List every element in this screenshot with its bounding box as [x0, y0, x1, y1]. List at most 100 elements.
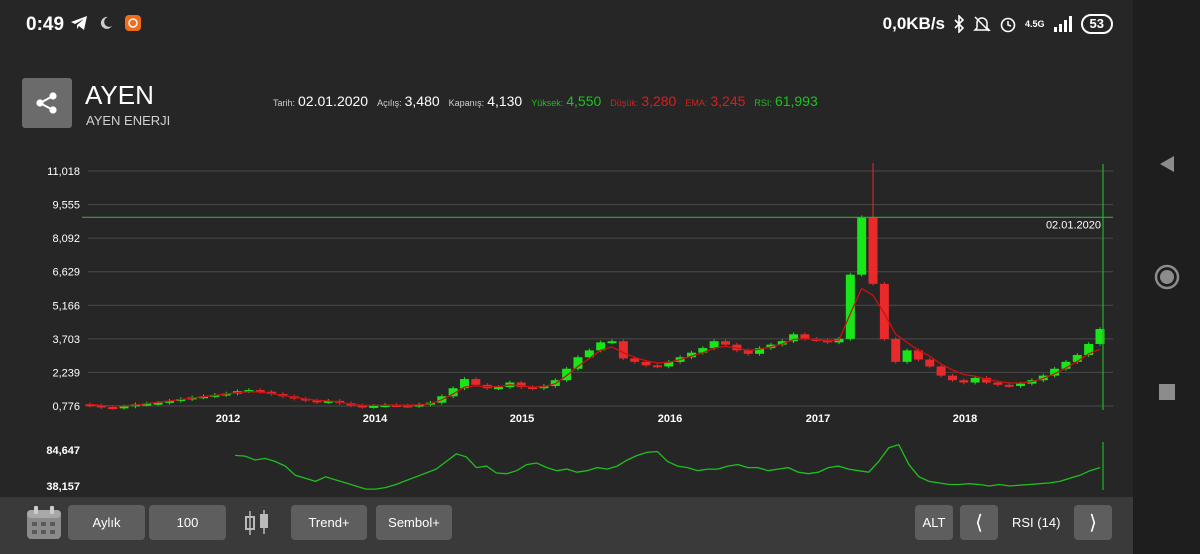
candle: [868, 217, 878, 284]
price-tick-label: 11,018: [47, 166, 80, 178]
back-button[interactable]: [1133, 150, 1200, 178]
candle: [925, 359, 935, 367]
count-button[interactable]: 100: [149, 505, 226, 540]
candle: [755, 348, 765, 354]
candle: [1061, 361, 1071, 369]
candle: [936, 366, 946, 376]
indicator-next-button[interactable]: ⟩: [1074, 505, 1112, 540]
x-axis-label: 2012: [216, 413, 240, 425]
recents-button[interactable]: [1133, 378, 1200, 406]
period-button[interactable]: Aylık: [68, 505, 145, 540]
share-button[interactable]: [22, 78, 72, 128]
symbol-add-button[interactable]: Sembol+: [376, 505, 452, 540]
candlestick-icon: [245, 509, 268, 535]
candle: [142, 403, 152, 406]
back-icon: [1159, 156, 1174, 172]
candle: [777, 341, 787, 345]
share-icon: [36, 92, 57, 114]
candle: [96, 405, 106, 408]
ema-label: EMA:: [685, 98, 708, 108]
bluetooth-icon: [954, 15, 965, 33]
candle: [947, 375, 957, 381]
price-tick-label: 3,703: [52, 334, 80, 346]
candle: [471, 379, 481, 385]
mute-icon: [973, 16, 991, 32]
candle: [845, 274, 855, 339]
candle: [380, 404, 390, 407]
candle: [993, 382, 1003, 385]
x-axis-label: 2015: [510, 413, 534, 425]
moon-icon: [100, 16, 112, 29]
recents-icon: [1158, 384, 1175, 400]
candle: [686, 352, 696, 358]
candle: [743, 350, 753, 354]
company-name: AYEN ENERJI: [86, 113, 171, 128]
high-label: Yüksek:: [531, 98, 564, 108]
alt-button[interactable]: ALT: [915, 505, 953, 540]
price-tick-label: 2,239: [52, 367, 80, 379]
telegram-icon: [71, 16, 87, 30]
close-value: 4,130: [487, 93, 523, 109]
ohlc-info-bar: Tarih: 02.01.2020 Açılış: 3,480 Kapanış: 4,…: [273, 93, 818, 111]
high-value: 4,550: [566, 93, 602, 109]
candle: [789, 334, 799, 342]
candle: [879, 283, 889, 339]
candle: [1004, 384, 1014, 387]
alarm-icon: [1000, 17, 1016, 33]
candle: [902, 350, 912, 362]
candle: [323, 400, 333, 403]
indicator-label: RSI (14): [1012, 515, 1061, 530]
symbol-title: AYEN: [85, 80, 154, 110]
candle: [970, 377, 980, 383]
open-value: 3,480: [404, 93, 440, 109]
price-tick-label: 0,776: [52, 401, 80, 413]
candle: [164, 400, 174, 403]
candle: [494, 387, 504, 390]
candle: [857, 217, 867, 275]
candle: [255, 390, 265, 393]
network-type: 4.5G: [1025, 19, 1045, 29]
date-label: Tarih:: [273, 98, 296, 108]
home-button[interactable]: [1133, 263, 1200, 291]
candle: [357, 405, 367, 408]
price-tick-label: 9,555: [52, 200, 80, 212]
x-axis-label: 2016: [658, 413, 682, 425]
candle: [607, 341, 617, 344]
candle: [641, 361, 651, 366]
candle: [959, 380, 969, 383]
trend-button[interactable]: Trend+: [291, 505, 367, 540]
signal-icon: [1053, 16, 1072, 32]
candle: [1084, 343, 1094, 355]
rsi-tick-label: 84,647: [46, 445, 80, 457]
home-icon: [1154, 264, 1179, 290]
indicator-prev-button[interactable]: ⟨: [960, 505, 998, 540]
x-axis-label: 2017: [806, 413, 830, 425]
crosshair-date-label: 02.01.2020: [1046, 219, 1101, 231]
x-axis-label: 2018: [953, 413, 977, 425]
chart-type-button[interactable]: [240, 505, 274, 540]
candle: [664, 361, 674, 367]
calendar-icon: [27, 505, 61, 539]
candle: [618, 341, 628, 359]
candle: [721, 341, 731, 345]
candle: [584, 350, 594, 358]
candle: [1016, 383, 1026, 386]
candle: [573, 357, 583, 369]
network-speed: 0,0KB/s: [882, 14, 946, 33]
candle: [448, 388, 458, 397]
calendar-button[interactable]: [24, 505, 64, 540]
ema-value: 3,245: [710, 93, 746, 109]
price-tick-label: 5,166: [52, 300, 80, 312]
system-nav-bar: [1133, 0, 1200, 554]
price-chart[interactable]: 11,018 9,555 8,092 6,629 5,166 3,703 2,239 0,77…: [0, 150, 1133, 495]
candle: [528, 387, 538, 390]
open-label: Açılış:: [377, 98, 402, 108]
candle: [403, 405, 413, 408]
candle: [709, 341, 719, 349]
candle: [414, 404, 424, 407]
candle: [1050, 368, 1060, 376]
candle: [108, 407, 118, 410]
battery-indicator: 53: [1080, 14, 1113, 34]
candle: [119, 406, 129, 409]
candle: [312, 400, 322, 403]
